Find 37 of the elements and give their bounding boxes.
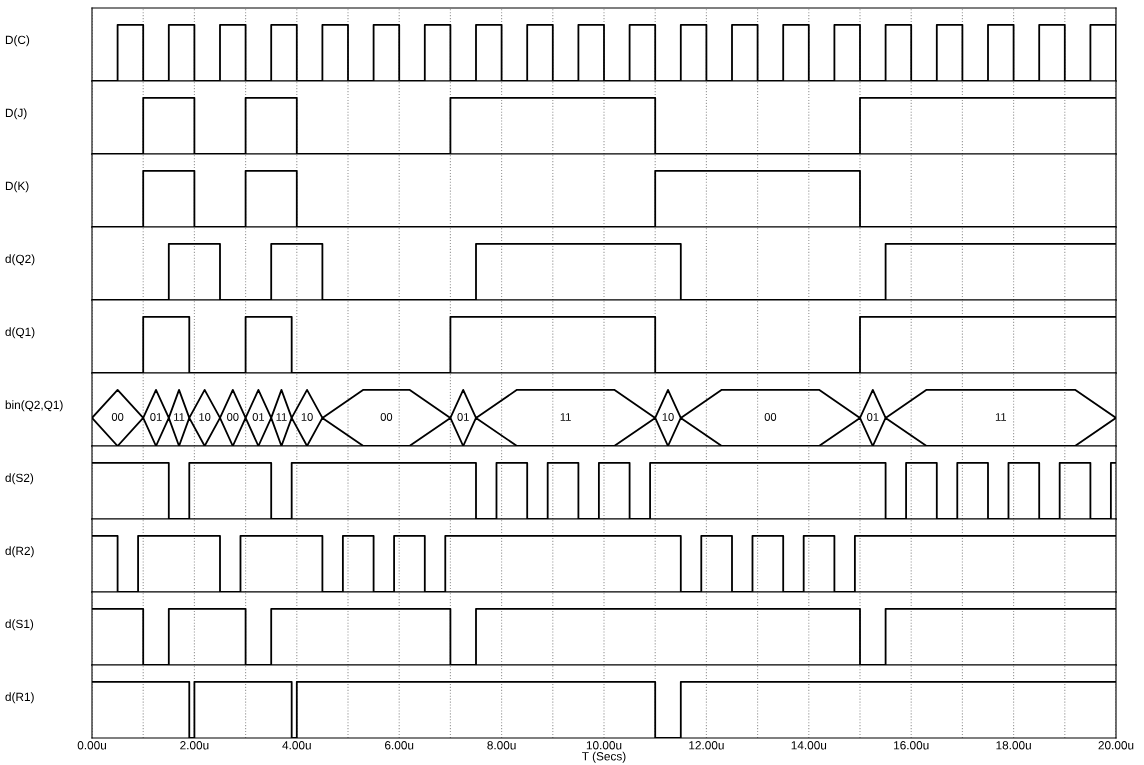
annotation: 01	[457, 413, 469, 421]
y-axis-title: d(S1)	[5, 619, 34, 631]
annotation: 01	[150, 413, 162, 421]
y-axis-title: d(R2)	[5, 546, 34, 558]
annotation: 00	[111, 413, 124, 421]
x-tick-label: 4.00u	[282, 741, 311, 750]
annotation: 11	[560, 413, 571, 421]
x-axis-title: T (Secs)	[582, 751, 626, 763]
x-tick-label: 14.00u	[791, 741, 827, 750]
x-tick-label: 10.00u	[586, 741, 622, 750]
annotation: 00	[380, 413, 393, 421]
y-axis-title: D(J)	[5, 108, 27, 120]
y-axis-title: d(Q2)	[5, 254, 35, 266]
annotation: 10	[199, 413, 211, 421]
x-tick-label: 8.00u	[487, 741, 516, 750]
annotation: 10	[662, 413, 674, 421]
x-tick-label: 6.00u	[385, 741, 414, 750]
annotation: 01	[252, 413, 265, 421]
annotation: 10	[301, 413, 313, 421]
annotation: 01	[867, 413, 879, 421]
annotation: 00	[764, 413, 777, 421]
y-axis-title: d(Q1)	[5, 327, 35, 339]
annotation: 00	[227, 413, 239, 421]
x-tick-label: 2.00u	[180, 741, 209, 750]
y-axis-title: D(K)	[5, 181, 29, 193]
y-axis-title: D(C)	[5, 35, 30, 47]
y-axis-title: bin(Q2,Q1)	[5, 400, 63, 412]
y-axis-title: d(R1)	[5, 692, 34, 704]
annotation: 11	[174, 413, 185, 421]
x-tick-label: 0.00u	[77, 741, 106, 750]
x-tick-label: 20.00u	[1098, 741, 1134, 750]
x-tick-label: 12.00u	[689, 741, 724, 750]
x-tick-label: 18.00u	[996, 741, 1031, 750]
y-axis-title: d(S2)	[5, 473, 34, 485]
annotation: 11	[995, 413, 1007, 421]
annotation: 11	[276, 413, 287, 421]
x-tick-label: 16.00u	[894, 741, 929, 750]
